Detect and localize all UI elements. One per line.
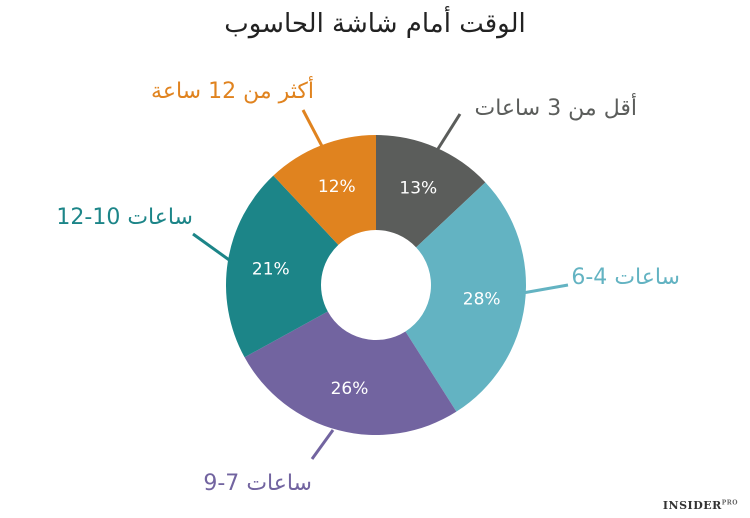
- leader-line-2: [310, 429, 335, 460]
- leader-line-3: [192, 232, 233, 264]
- brand-logo: INSIDERPRO: [663, 499, 738, 512]
- value-label-3: 21%: [252, 259, 290, 279]
- value-label-2: 26%: [331, 379, 369, 399]
- value-labels: 13% 28% 26% 21% 12%: [252, 177, 501, 399]
- slice-4: [273, 135, 376, 245]
- value-label-1: 28%: [463, 289, 501, 309]
- category-label-4: أكثر من 12 ساعة: [151, 76, 314, 104]
- category-label-0: أقل من 3 ساعات: [475, 93, 637, 121]
- category-label-3: 12-10 ساعات: [56, 205, 193, 230]
- leader-line-0: [434, 113, 462, 153]
- leader-line-1: [516, 283, 569, 296]
- slice-3: [226, 175, 339, 358]
- slice-0: [376, 135, 486, 248]
- value-label-0: 13%: [399, 178, 437, 198]
- slice-1: [405, 182, 527, 412]
- category-label-1: 6-4 ساعات: [571, 265, 680, 290]
- category-labels: أقل من 3 ساعات 6-4 ساعات 9-7 ساعات 12-10 سا…: [56, 76, 680, 496]
- chart-title: الوقت أمام شاشة الحاسوب: [224, 5, 525, 39]
- leader-lines: [192, 109, 569, 460]
- category-label-2: 9-7 ساعات: [203, 471, 312, 496]
- leader-line-4: [301, 109, 326, 151]
- slice-2: [244, 311, 457, 436]
- brand-name: INSIDER: [662, 499, 722, 512]
- value-label-4: 12%: [318, 177, 356, 197]
- brand-sup: PRO: [721, 499, 738, 507]
- slices: [226, 135, 527, 436]
